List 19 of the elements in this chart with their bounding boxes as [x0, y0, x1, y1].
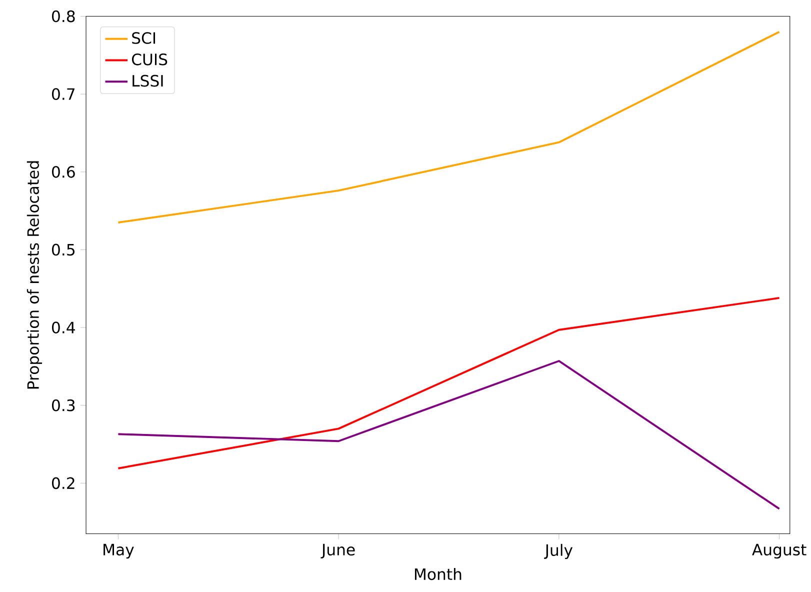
x-tick-label: August — [752, 544, 806, 558]
line-series — [117, 30, 780, 224]
x-tick-label: June — [320, 544, 355, 558]
x-tick-label: July — [544, 544, 573, 559]
y-tick-label: 0.6 — [52, 166, 75, 178]
line-series — [117, 296, 780, 470]
legend-label: SCI — [132, 32, 156, 44]
legend-label: LSSI — [132, 74, 163, 87]
line-series — [117, 360, 780, 510]
legend-label: CUIS — [132, 53, 168, 66]
y-axis-title: Proportion of nests Relocated — [26, 161, 42, 388]
y-tick-label: 0.3 — [52, 399, 75, 412]
x-axis-title: Month — [414, 568, 462, 580]
x-tick-label: May — [104, 544, 134, 558]
y-tick-label: 0.4 — [52, 321, 75, 334]
y-tick-label: 0.2 — [52, 477, 74, 489]
y-tick-label: 0.7 — [52, 88, 75, 100]
y-tick-label: 0.5 — [52, 244, 74, 256]
y-tick-label: 0.8 — [52, 10, 75, 22]
